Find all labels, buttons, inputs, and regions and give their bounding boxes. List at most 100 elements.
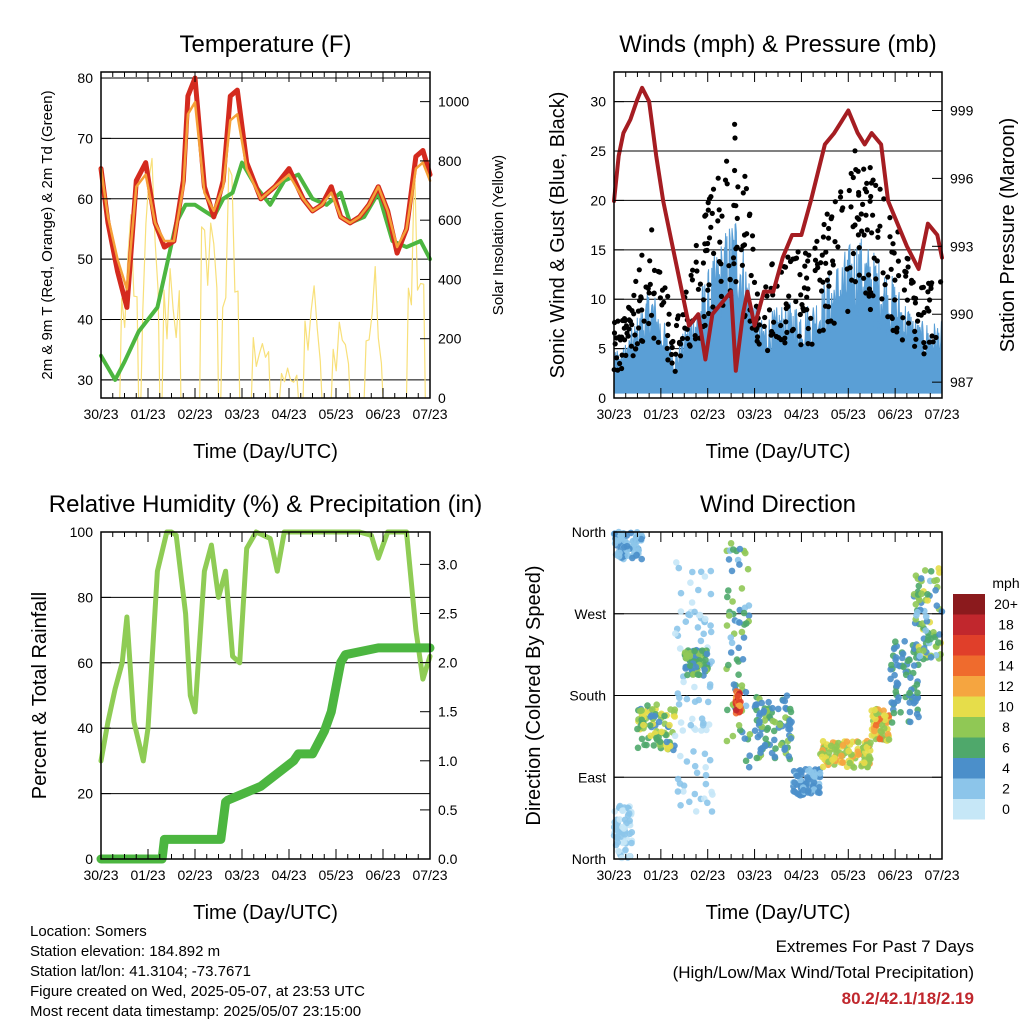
direction-point xyxy=(724,706,731,714)
direction-point xyxy=(775,705,782,713)
direction-point xyxy=(892,688,900,695)
gust-point xyxy=(860,201,866,207)
direction-point xyxy=(728,567,736,575)
gust-point xyxy=(732,121,738,127)
direction-point xyxy=(723,737,731,745)
legend-swatch xyxy=(953,717,985,738)
direction-point xyxy=(786,705,794,713)
direction-point xyxy=(794,772,802,780)
y-tick-label: 50 xyxy=(77,251,93,267)
gust-point xyxy=(831,320,837,326)
direction-point xyxy=(827,742,835,750)
gust-point xyxy=(666,311,672,317)
gust-point xyxy=(694,268,700,274)
panel-temperature: Temperature (F) Time (Day/UTC) 2m & 9m T (… xyxy=(39,31,507,463)
gust-point xyxy=(825,235,832,241)
gust-point xyxy=(710,186,717,192)
gust-point xyxy=(850,224,856,230)
gust-point xyxy=(782,335,788,341)
direction-point xyxy=(727,649,735,656)
direction-point xyxy=(906,708,914,716)
x-tick-label: 02/23 xyxy=(177,406,212,422)
y-tick-label: 80 xyxy=(77,589,93,605)
direction-point xyxy=(732,706,740,714)
gust-point xyxy=(711,250,717,256)
y-tick-label: West xyxy=(574,606,606,622)
gust-point xyxy=(808,315,814,321)
direction-point xyxy=(648,712,655,719)
x-tick-label: 06/23 xyxy=(878,867,913,883)
gust-point xyxy=(861,166,867,172)
legend-label: 20+ xyxy=(994,596,1018,612)
direction-point xyxy=(781,697,789,705)
gust-point xyxy=(894,329,900,335)
series-9m-temp xyxy=(99,100,432,291)
x-tick-label: 06/23 xyxy=(365,867,400,883)
gust-point xyxy=(912,343,918,349)
gust-point xyxy=(734,215,740,221)
elevation-text: Station elevation: 184.892 m xyxy=(30,943,221,960)
direction-point xyxy=(892,638,899,645)
gust-point xyxy=(830,262,836,268)
gust-point xyxy=(651,291,657,297)
gust-point xyxy=(905,256,911,262)
gust-point xyxy=(706,282,712,288)
direction-point xyxy=(707,628,715,636)
y2-tick-label: 987 xyxy=(950,374,974,390)
direction-point xyxy=(861,759,868,767)
gust-point xyxy=(890,241,896,247)
direction-point xyxy=(646,722,654,729)
gust-point xyxy=(816,328,823,334)
y2-tick-label: 800 xyxy=(438,153,462,169)
direction-point xyxy=(906,689,913,697)
gust-point xyxy=(749,233,756,239)
direction-point xyxy=(689,715,696,723)
gust-point xyxy=(809,341,815,347)
gust-point xyxy=(870,293,876,299)
y-tick-label: 60 xyxy=(77,191,93,207)
direction-point xyxy=(619,823,626,831)
gust-point xyxy=(673,351,679,357)
direction-point xyxy=(838,752,845,760)
gust-point xyxy=(619,365,625,372)
direction-point xyxy=(893,679,901,686)
x-tick-label: 04/23 xyxy=(784,406,819,422)
direction-point xyxy=(637,535,645,543)
y2-tick-label: 990 xyxy=(950,306,974,322)
direction-point xyxy=(753,701,760,708)
gust-point xyxy=(856,216,862,222)
gust-point xyxy=(868,193,874,200)
gust-point xyxy=(626,305,633,311)
legend-swatch xyxy=(953,594,985,615)
gust-point xyxy=(823,260,829,266)
gust-point xyxy=(706,310,712,317)
direction-point xyxy=(914,689,921,697)
y2-tick-label: 200 xyxy=(438,331,462,347)
direction-point xyxy=(691,608,698,616)
extremes-subtitle: (High/Low/Max Wind/Total Precipitation) xyxy=(672,963,974,982)
gust-point xyxy=(735,184,741,190)
direction-point xyxy=(638,555,645,563)
x-tick-label: 05/23 xyxy=(318,867,353,883)
direction-point xyxy=(900,663,907,671)
gust-point xyxy=(647,281,653,287)
direction-point xyxy=(695,586,702,594)
y2-tick-label: 2.0 xyxy=(438,655,458,671)
direction-point xyxy=(685,611,692,618)
direction-point xyxy=(805,767,812,775)
direction-point xyxy=(791,779,798,786)
direction-point xyxy=(736,545,744,553)
direction-point xyxy=(921,567,929,574)
direction-point xyxy=(913,612,920,619)
direction-point xyxy=(899,650,907,657)
direction-point xyxy=(871,706,878,714)
direction-point xyxy=(674,788,682,795)
gust-point xyxy=(687,343,693,349)
direction-point xyxy=(816,770,824,777)
panel-humidity: Relative Humidity (%) & Precipitation (i… xyxy=(29,491,482,924)
direction-point xyxy=(890,709,898,717)
gust-point xyxy=(631,292,637,298)
gust-point xyxy=(665,293,671,299)
chart-title: Winds (mph) & Pressure (mb) xyxy=(619,31,936,58)
gust-point xyxy=(704,247,710,253)
